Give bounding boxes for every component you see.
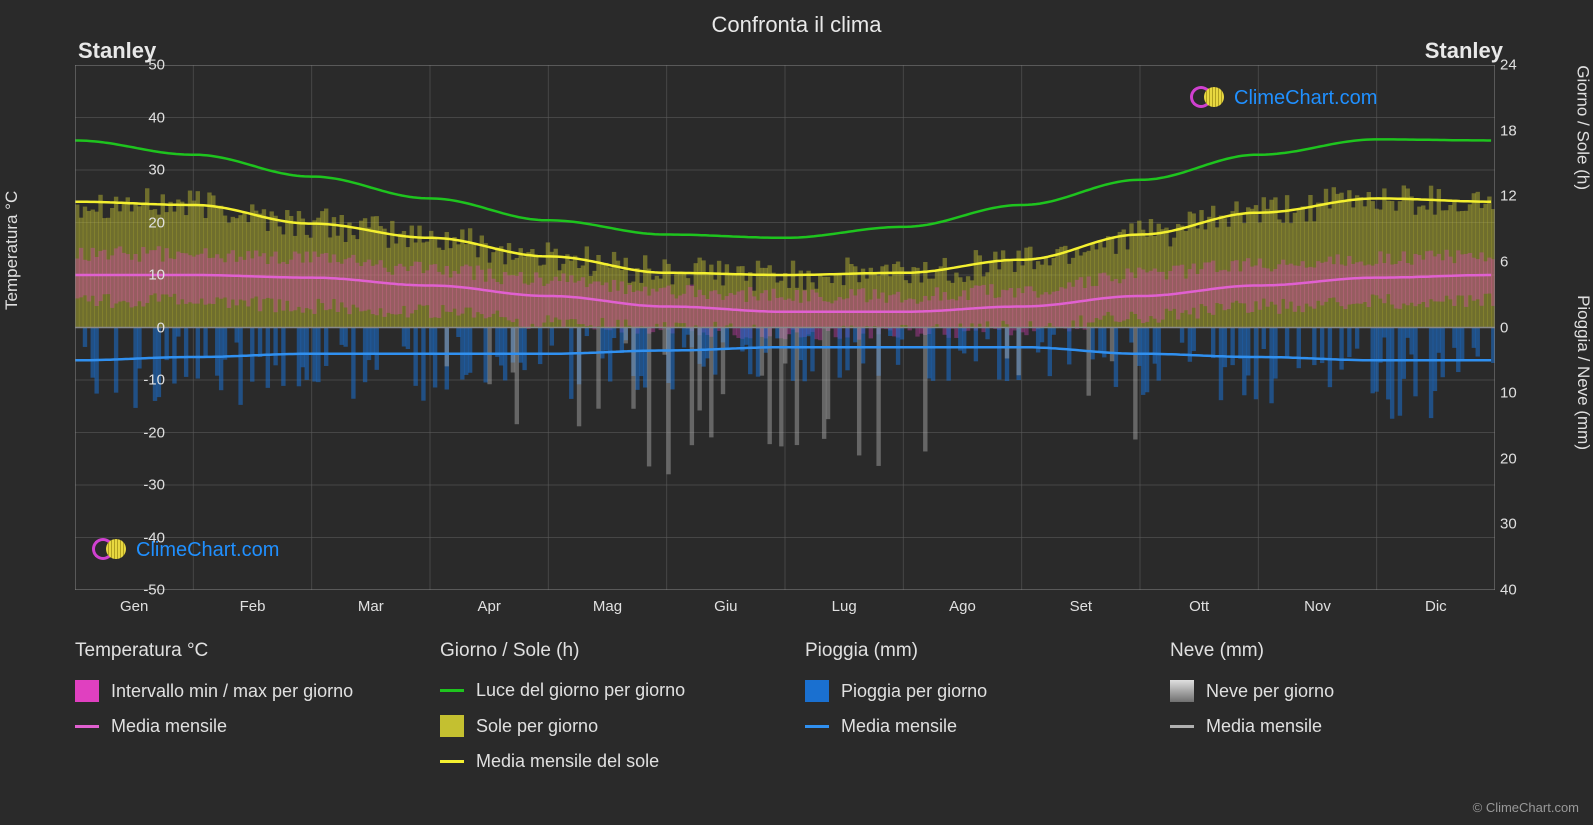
grey-box-icon — [1170, 680, 1194, 702]
y-tick-left: 40 — [125, 109, 165, 126]
x-tick-month: Giu — [714, 598, 737, 615]
city-label-right: Stanley — [1425, 38, 1503, 64]
brand-text: ClimeChart.com — [136, 539, 279, 562]
legend-col-snow: Neve (mm) Neve per giorno Media mensile — [1170, 640, 1495, 772]
y-tick-right: 20 — [1500, 450, 1540, 467]
y-tick-right: 30 — [1500, 516, 1540, 533]
legend-item: Luce del giorno per giorno — [440, 680, 765, 701]
legend-item: Media mensile — [805, 716, 1130, 737]
chart-plot — [75, 65, 1495, 590]
x-tick-month: Lug — [832, 598, 857, 615]
y-tick-right: 6 — [1500, 253, 1540, 270]
y-axis-right-bottom-label: Pioggia / Neve (mm) — [1573, 295, 1593, 450]
legend-label: Intervallo min / max per giorno — [111, 681, 353, 702]
legend-heading: Pioggia (mm) — [805, 640, 1130, 662]
pink-line-icon — [75, 725, 99, 728]
green-line-icon — [440, 689, 464, 692]
brand-watermark-top: ClimeChart.com — [1190, 86, 1377, 110]
blue-box-icon — [805, 680, 829, 702]
y-tick-left: -30 — [125, 477, 165, 494]
grey-line-icon — [1170, 725, 1194, 728]
legend-label: Pioggia per giorno — [841, 681, 987, 702]
x-tick-month: Set — [1070, 598, 1093, 615]
legend-heading: Giorno / Sole (h) — [440, 640, 765, 662]
x-tick-month: Dic — [1425, 598, 1447, 615]
y-tick-left: 20 — [125, 214, 165, 231]
y-axis-right-top-label: Giorno / Sole (h) — [1573, 65, 1593, 190]
y-tick-left: -50 — [125, 582, 165, 599]
legend-item: Neve per giorno — [1170, 680, 1495, 702]
legend-label: Media mensile del sole — [476, 751, 659, 772]
pink-box-icon — [75, 680, 99, 702]
y-tick-left: 0 — [125, 319, 165, 336]
x-tick-month: Ott — [1189, 598, 1209, 615]
brand-watermark-bottom: ClimeChart.com — [92, 538, 279, 562]
y-tick-left: 50 — [125, 57, 165, 74]
yellow-line-icon — [440, 760, 464, 763]
copyright: © ClimeChart.com — [1473, 800, 1579, 815]
legend-heading: Temperatura °C — [75, 640, 400, 662]
y-tick-left: 30 — [125, 162, 165, 179]
chart-title: Confronta il clima — [0, 0, 1593, 38]
legend-label: Sole per giorno — [476, 716, 598, 737]
brand-text: ClimeChart.com — [1234, 87, 1377, 110]
brand-icon — [1190, 86, 1226, 110]
legend-item: Media mensile — [75, 716, 400, 737]
x-tick-month: Feb — [240, 598, 266, 615]
legend-heading: Neve (mm) — [1170, 640, 1495, 662]
legend-item: Media mensile — [1170, 716, 1495, 737]
olive-box-icon — [440, 715, 464, 737]
brand-icon — [92, 538, 128, 562]
y-tick-left: -10 — [125, 372, 165, 389]
blue-line-icon — [805, 725, 829, 728]
legend-label: Media mensile — [1206, 716, 1322, 737]
y-tick-left: -20 — [125, 424, 165, 441]
legend-item: Media mensile del sole — [440, 751, 765, 772]
x-tick-month: Gen — [120, 598, 148, 615]
legend-col-rain: Pioggia (mm) Pioggia per giorno Media me… — [805, 640, 1130, 772]
y-tick-right: 24 — [1500, 57, 1540, 74]
legend-item: Pioggia per giorno — [805, 680, 1130, 702]
legend-col-daylight: Giorno / Sole (h) Luce del giorno per gi… — [440, 640, 765, 772]
y-tick-right: 12 — [1500, 188, 1540, 205]
x-tick-month: Apr — [477, 598, 500, 615]
legend-label: Luce del giorno per giorno — [476, 680, 685, 701]
x-tick-month: Mar — [358, 598, 384, 615]
y-tick-right: 0 — [1500, 319, 1540, 336]
y-tick-right: 18 — [1500, 122, 1540, 139]
x-tick-month: Nov — [1304, 598, 1331, 615]
legend-label: Media mensile — [841, 716, 957, 737]
x-tick-month: Mag — [593, 598, 622, 615]
y-tick-right: 10 — [1500, 385, 1540, 402]
y-tick-right: 40 — [1500, 582, 1540, 599]
legend-item: Sole per giorno — [440, 715, 765, 737]
legend-item: Intervallo min / max per giorno — [75, 680, 400, 702]
legend-label: Neve per giorno — [1206, 681, 1334, 702]
y-tick-left: 10 — [125, 267, 165, 284]
legend-label: Media mensile — [111, 716, 227, 737]
legend-col-temperature: Temperatura °C Intervallo min / max per … — [75, 640, 400, 772]
legend: Temperatura °C Intervallo min / max per … — [75, 640, 1495, 772]
x-tick-month: Ago — [949, 598, 976, 615]
y-axis-left-label: Temperatura °C — [2, 191, 22, 310]
